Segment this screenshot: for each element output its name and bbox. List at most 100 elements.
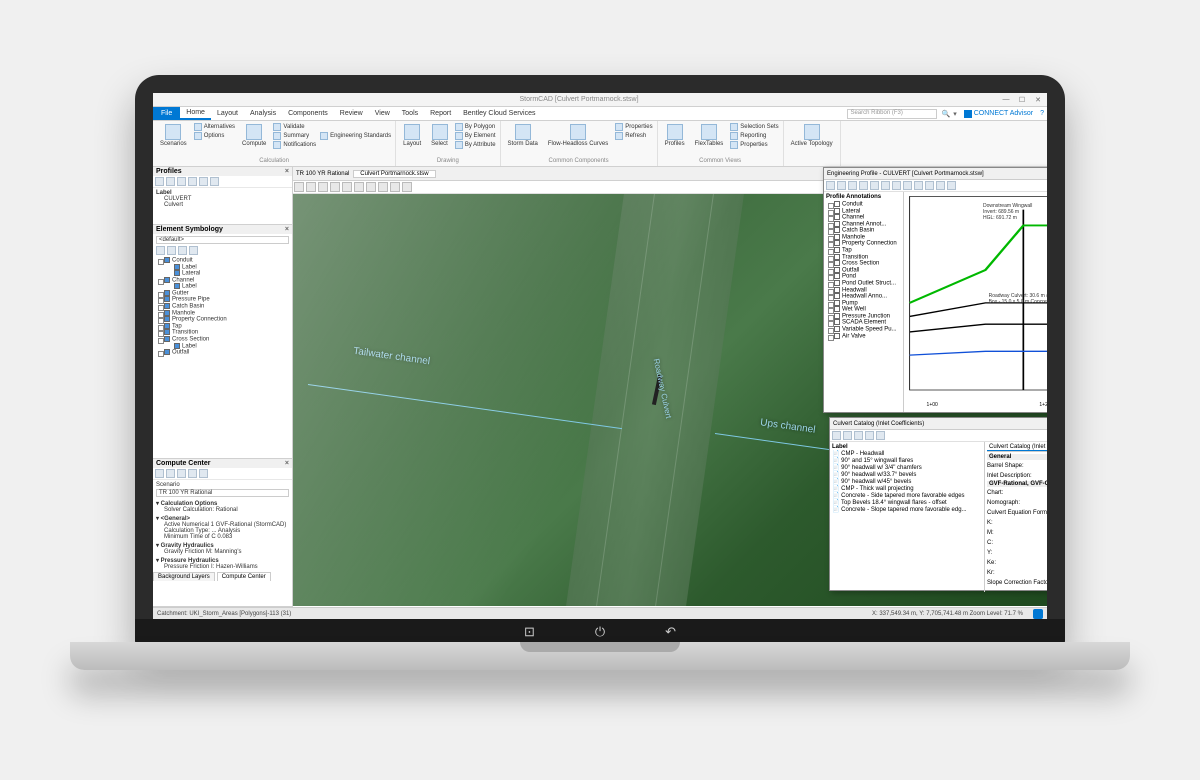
profile-tree-item[interactable]: Headwall Anno... [826,293,901,300]
compute-group-header[interactable]: ▾ Calculation Options [156,500,289,507]
tool-icon[interactable] [854,431,863,440]
tool-icon[interactable] [881,181,890,190]
profile-tree-item[interactable]: Property Connection [826,240,901,247]
tab-background-layers[interactable]: Background Layers [153,572,215,581]
profile-tree-item[interactable]: Headwall [826,287,901,294]
profile-tree-item[interactable]: Cross Section [826,260,901,267]
selection-sets-button[interactable]: Selection Sets [730,123,778,131]
tool-icon[interactable] [177,177,186,186]
profile-chart[interactable]: Downstream WingwallInvert: 689.56 mHGL: … [904,192,1047,412]
compute-group-header[interactable]: ▾ Pressure Hydraulics [156,557,289,564]
tool-icon[interactable] [865,431,874,440]
tool-icon[interactable] [306,182,316,192]
minimize-button[interactable]: — [1001,96,1011,104]
tool-icon[interactable] [402,182,412,192]
canvas-prev-tab[interactable]: TR 100 YR Rational [296,171,349,177]
compute-group-header[interactable]: ▾ Gravity Hydraulics [156,542,289,549]
profile-tree-item[interactable]: Manhole [826,234,901,241]
user-icon[interactable] [1033,609,1043,619]
help-icon[interactable]: ? [1037,110,1047,117]
tool-icon[interactable] [177,469,186,478]
profile-tree-item[interactable]: Transition [826,254,901,261]
tool-icon[interactable] [188,177,197,186]
tab-compute-center[interactable]: Compute Center [217,572,271,581]
by-polygon-button[interactable]: By Polygon [455,123,496,131]
catalog-row[interactable]: 📄 CMP - Headwall [832,450,982,457]
reporting-button[interactable]: Reporting [730,132,778,140]
active-topology-button[interactable]: Active Topology [788,123,836,148]
catalog-row[interactable]: 📄 90° and 15° wingwall flares [832,457,982,464]
compute-button[interactable]: Compute [239,123,269,149]
by-element-button[interactable]: By Element [455,132,496,140]
flextables-button[interactable]: FlexTables [692,123,727,149]
profile-tree-item[interactable]: Air Valve [826,333,901,340]
symbology-item[interactable]: Channel [156,277,289,284]
properties-view-button[interactable]: Properties [730,141,778,149]
ribbon-tab-bentley-cloud-services[interactable]: Bentley Cloud Services [457,107,541,120]
tool-icon[interactable] [188,469,197,478]
tool-icon[interactable] [892,181,901,190]
ribbon-tab-report[interactable]: Report [424,107,457,120]
ribbon-tab-review[interactable]: Review [334,107,369,120]
tool-icon[interactable] [366,182,376,192]
maximize-button[interactable]: ☐ [1017,96,1027,104]
tool-icon[interactable] [178,246,187,255]
symbology-item[interactable]: Lateral [156,270,289,277]
tool-icon[interactable] [837,181,846,190]
symbology-item[interactable]: Property Connection [156,316,289,323]
symbology-item[interactable]: Catch Basin [156,303,289,310]
catalog-row[interactable]: 📄 90° headwall w/45° bevels [832,478,982,485]
help-dropdown-icon[interactable]: ▾ [950,110,960,118]
eng-standards-button[interactable]: Engineering Standards [320,123,391,149]
file-tab[interactable]: File [153,107,180,120]
profile-tree-item[interactable]: Tap [826,247,901,254]
symbology-item[interactable]: Manhole [156,310,289,317]
options-button[interactable]: Options [194,132,235,140]
storm-data-button[interactable]: Storm Data [505,123,541,148]
tool-icon[interactable] [876,431,885,440]
tool-icon[interactable] [330,182,340,192]
compute-panel-close[interactable]: × [285,460,289,467]
symbology-item[interactable]: Transition [156,329,289,336]
profile-tree-item[interactable]: Pond [826,273,901,280]
ribbon-tab-home[interactable]: Home [180,107,211,120]
profile-tree-item[interactable]: Wet Well [826,306,901,313]
catalog-row[interactable]: 📄 Top Bevels 18.4° wingwall flares - off… [832,499,982,506]
tool-icon[interactable] [390,182,400,192]
symbology-panel-close[interactable]: × [285,226,289,233]
tool-icon[interactable] [826,181,835,190]
flow-curves-button[interactable]: Flow-Headloss Curves [545,123,611,148]
tool-icon[interactable] [294,182,304,192]
catalog-row[interactable]: 📄 CMP - Thick wall projecting [832,485,982,492]
tool-icon[interactable] [155,177,164,186]
summary-button[interactable]: Summary [273,132,316,140]
notifications-button[interactable]: Notifications [273,141,316,149]
symbology-item[interactable]: Gutter [156,290,289,297]
profile-item[interactable]: Culvert [156,202,289,208]
profile-tree-item[interactable]: SCADA Element [826,319,901,326]
symbology-item[interactable]: Label [156,283,289,290]
ribbon-tab-components[interactable]: Components [282,107,334,120]
profile-tree-item[interactable]: Pressure Junction [826,313,901,320]
ribbon-search[interactable]: Search Ribbon (F3) [847,109,937,119]
tool-icon[interactable] [318,182,328,192]
catalog-row[interactable]: 📄 90° headwall w/ 3/4" chamfers [832,464,982,471]
tool-icon[interactable] [354,182,364,192]
layout-button[interactable]: Layout [400,123,424,149]
close-button[interactable]: ✕ [1033,96,1043,104]
ribbon-tab-tools[interactable]: Tools [396,107,424,120]
tool-icon[interactable] [832,431,841,440]
tool-icon[interactable] [167,246,176,255]
properties-button[interactable]: Properties [615,123,652,131]
tool-icon[interactable] [378,182,388,192]
catalog-row[interactable]: 📄 Concrete - Side tapered more favorable… [832,492,982,499]
symbology-item[interactable]: Conduit [156,257,289,264]
alternatives-button[interactable]: Alternatives [194,123,235,131]
profile-tree-item[interactable]: Conduit [826,201,901,208]
profile-tree-item[interactable]: Variable Speed Pu... [826,326,901,333]
symbology-item[interactable]: Cross Section [156,336,289,343]
ribbon-tab-analysis[interactable]: Analysis [244,107,282,120]
select-button[interactable]: Select [428,123,451,149]
tool-icon[interactable] [210,177,219,186]
profile-tree-item[interactable]: Channel [826,214,901,221]
